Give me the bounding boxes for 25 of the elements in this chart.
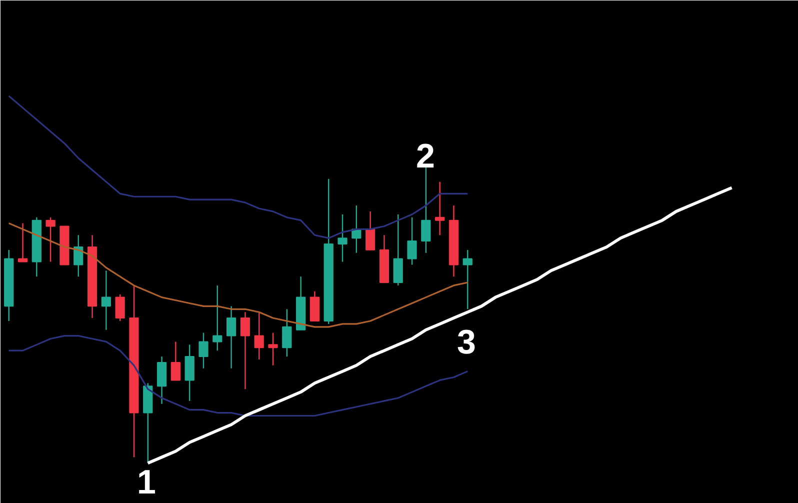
candlestick [115,294,125,322]
candlestick [268,332,278,366]
candlestick [310,290,320,322]
candlestick [198,332,208,369]
annotation: 2 [416,138,435,176]
candlestick [282,308,292,358]
candlestick [212,284,222,352]
candlestick [407,216,417,266]
candlestick [46,216,56,262]
candlestick [421,166,431,254]
candlestick [184,344,194,402]
annotation: 3 [457,324,476,362]
candlestick [435,181,445,236]
candlestick [462,249,472,310]
candlestick [254,312,264,360]
candlestick [170,341,180,381]
candlestick [338,214,348,262]
candlestick [101,270,111,330]
candlestick [240,312,250,390]
candlestick [226,306,236,369]
candlestick [18,222,28,262]
candlestick [393,214,403,286]
candlestick [156,356,167,404]
text: 1 [137,464,156,502]
candlestick [365,210,376,251]
